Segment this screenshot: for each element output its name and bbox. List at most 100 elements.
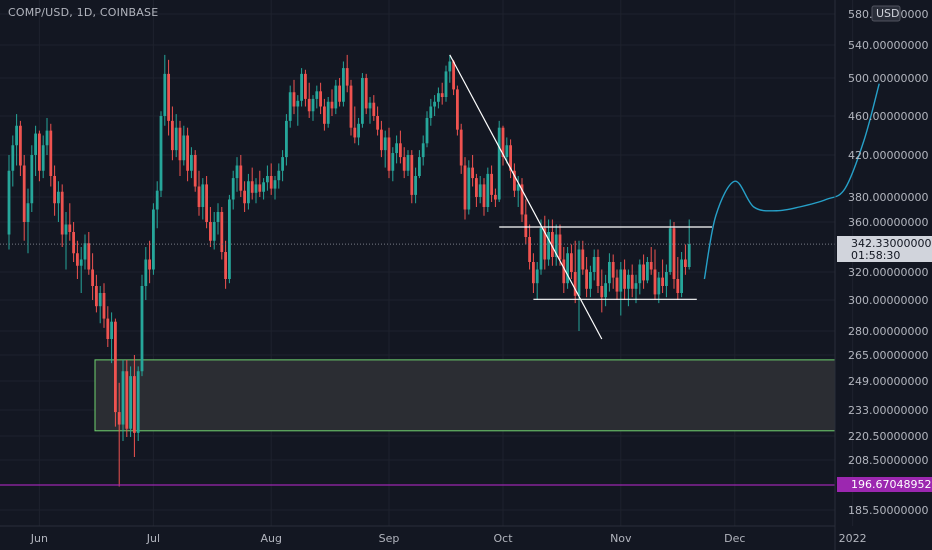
candle-body	[311, 98, 315, 112]
candle-body	[478, 184, 482, 197]
candle	[596, 249, 600, 293]
candle-body	[68, 224, 72, 232]
candle	[266, 165, 269, 191]
candle	[463, 157, 467, 220]
candle	[83, 234, 87, 270]
candle-body	[475, 178, 478, 197]
candle-body	[41, 145, 45, 171]
candle-body	[672, 228, 676, 279]
candle	[482, 178, 486, 216]
price-tick-label: 280.00000000	[848, 325, 928, 338]
candle	[646, 257, 649, 284]
time-axis[interactable]: Jun Jul Aug Sep Oct Nov Dec 2022	[30, 532, 867, 545]
price-tick-label: 249.00000000	[848, 375, 928, 388]
candle-body	[661, 277, 664, 286]
candle	[171, 106, 174, 161]
candle	[205, 176, 208, 229]
candle-body	[292, 92, 296, 107]
candle-body	[387, 137, 391, 171]
candle-body	[79, 259, 83, 266]
candle-body	[247, 181, 250, 204]
candle	[121, 359, 125, 441]
candle-body	[121, 371, 125, 425]
candle	[19, 120, 22, 176]
candle	[15, 114, 18, 166]
candle-body	[243, 190, 246, 204]
candle	[319, 82, 322, 115]
candle-body	[429, 106, 433, 118]
candle	[634, 274, 638, 304]
candle-body	[300, 73, 303, 101]
candle-body	[178, 127, 182, 161]
candle-body	[482, 184, 486, 207]
candle-body	[250, 181, 254, 193]
candle-body	[307, 98, 311, 112]
candle	[372, 95, 376, 121]
candle	[486, 167, 490, 212]
candle	[262, 178, 265, 200]
candle-body	[285, 120, 288, 158]
candle	[684, 244, 687, 275]
candle-body	[64, 224, 68, 235]
candle	[627, 269, 630, 307]
candle	[326, 97, 330, 128]
candle	[539, 219, 543, 275]
candle-body	[163, 73, 167, 116]
candle-body	[592, 257, 596, 272]
downtrend-line	[449, 54, 603, 340]
demand-zone	[94, 359, 836, 432]
candle	[657, 272, 661, 304]
candle	[224, 240, 227, 289]
candle-body	[410, 155, 414, 195]
candle-body	[566, 253, 569, 284]
price-tick-label: 208.50000000	[848, 454, 928, 467]
candle	[148, 240, 151, 284]
candle-body	[627, 274, 630, 289]
candle	[285, 114, 288, 166]
candle	[209, 207, 212, 247]
candle	[269, 163, 273, 195]
candle	[395, 135, 398, 164]
candle	[520, 178, 524, 222]
time-tick-label: Nov	[610, 532, 632, 545]
candle	[349, 79, 353, 136]
candle-body	[509, 145, 512, 171]
candle-body	[535, 269, 539, 284]
candle-body	[186, 135, 189, 171]
candle-body	[406, 155, 410, 171]
candle	[273, 176, 277, 200]
candle	[592, 249, 596, 281]
candle	[406, 150, 410, 176]
candle-body	[345, 68, 349, 86]
candle-body	[615, 277, 619, 292]
candle	[459, 123, 463, 174]
candle-body	[543, 228, 547, 260]
price-tick-label: 540.00000000	[848, 39, 928, 52]
candle-body	[676, 279, 680, 293]
currency-badge[interactable]: USD	[871, 5, 901, 22]
candle	[456, 85, 459, 136]
candle	[106, 306, 110, 347]
candle	[182, 125, 186, 166]
candle	[231, 170, 235, 210]
candle	[581, 240, 585, 275]
candle-body	[45, 130, 49, 146]
candle	[190, 147, 193, 179]
candle	[399, 130, 402, 164]
candle-body	[57, 191, 60, 204]
candle	[566, 247, 569, 289]
candle	[68, 203, 72, 241]
candle	[178, 120, 182, 176]
candle-body	[152, 209, 155, 270]
candle	[524, 199, 528, 245]
candle	[235, 157, 239, 192]
candle	[330, 89, 334, 116]
candle-body	[296, 100, 300, 107]
price-axis[interactable]: 580.00000000540.00000000500.00000000460.…	[848, 8, 928, 517]
candle	[429, 98, 433, 126]
candle-body	[421, 143, 425, 158]
candle	[53, 165, 56, 216]
candle	[535, 262, 539, 300]
candle-body	[459, 129, 463, 166]
